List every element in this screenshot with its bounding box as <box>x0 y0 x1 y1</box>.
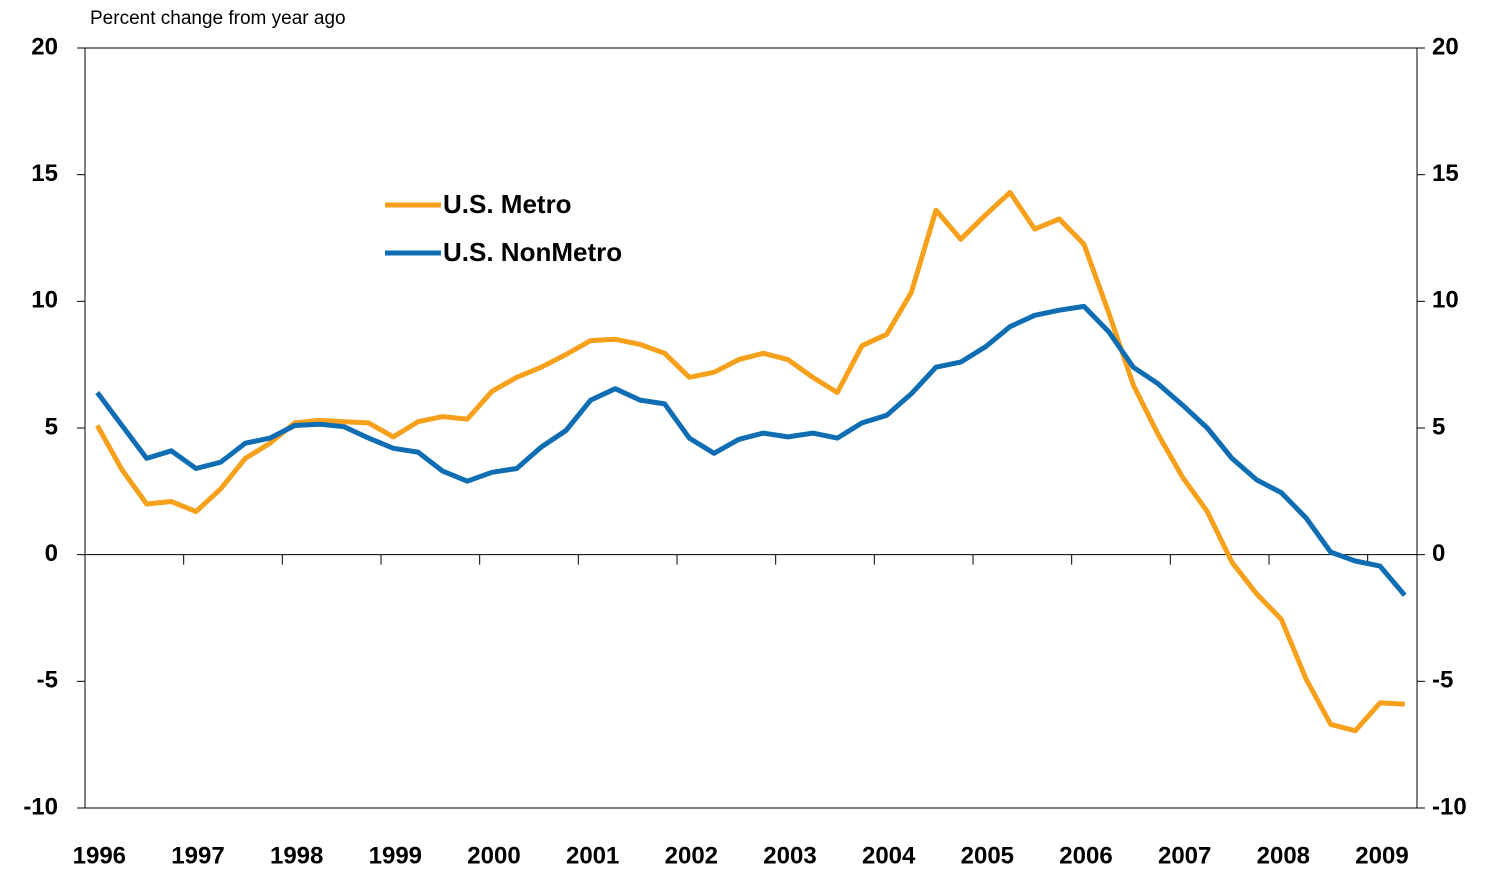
axis-title: Percent change from year ago <box>90 8 346 29</box>
x-tick-label: 2006 <box>1059 842 1112 869</box>
y-tick-label: 20 <box>31 33 58 60</box>
x-tick-label: 2009 <box>1355 842 1408 869</box>
x-tick-label: 1999 <box>369 842 422 869</box>
x-tick-label: 2001 <box>566 842 619 869</box>
y-tick-label: -5 <box>37 667 58 694</box>
y2-tick-label: 5 <box>1432 413 1445 440</box>
y2-tick-label: -10 <box>1432 793 1467 820</box>
x-tick-label: 2008 <box>1257 842 1310 869</box>
x-tick-label: 1998 <box>270 842 323 869</box>
y2-tick-label: 15 <box>1432 160 1459 187</box>
y-tick-label: 5 <box>45 413 58 440</box>
y-tick-label: -10 <box>23 793 58 820</box>
y2-tick-label: -5 <box>1432 667 1453 694</box>
x-tick-label: 2004 <box>862 842 916 869</box>
y-tick-label: 10 <box>31 287 58 314</box>
x-tick-label: 1996 <box>73 842 126 869</box>
x-tick-label: 2003 <box>763 842 816 869</box>
y2-tick-label: 0 <box>1432 540 1445 567</box>
x-tick-label: 2002 <box>665 842 718 869</box>
y2-tick-label: 10 <box>1432 287 1459 314</box>
x-tick-label: 2000 <box>467 842 520 869</box>
legend-label: U.S. Metro <box>443 189 572 219</box>
y2-tick-label: 20 <box>1432 33 1459 60</box>
x-tick-label: 2007 <box>1158 842 1211 869</box>
series-line <box>95 189 1405 734</box>
legend-label: U.S. NonMetro <box>443 237 622 267</box>
x-tick-label: 1997 <box>171 842 224 869</box>
y-tick-label: 15 <box>31 160 58 187</box>
series-line <box>95 303 1407 597</box>
x-tick-label: 2005 <box>961 842 1014 869</box>
y-tick-label: 0 <box>45 540 58 567</box>
